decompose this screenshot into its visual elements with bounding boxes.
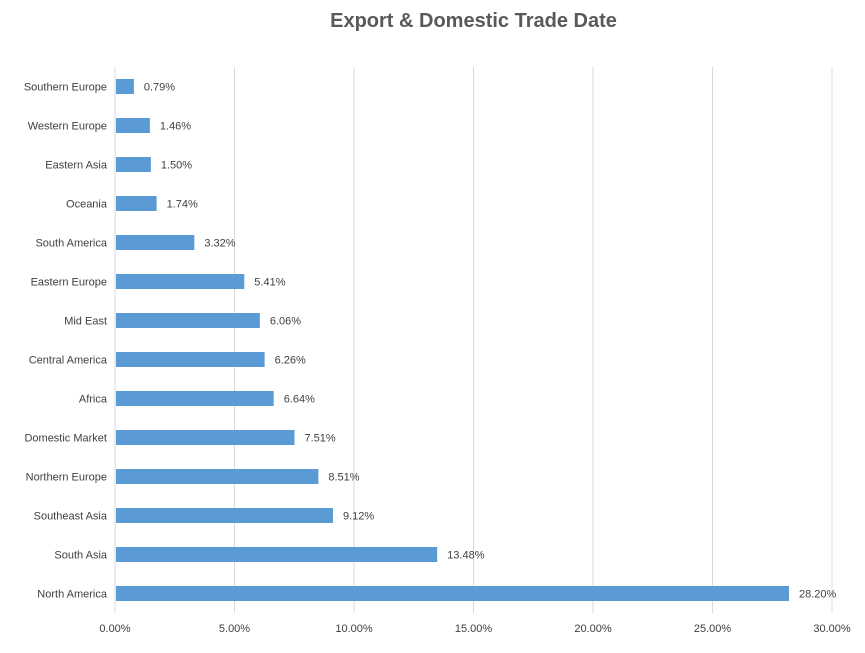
x-tick-label: 0.00% xyxy=(99,623,130,635)
data-label: 6.26% xyxy=(275,355,306,367)
category-label: South Asia xyxy=(54,550,107,562)
data-label: 1.46% xyxy=(160,121,191,133)
data-label: 3.32% xyxy=(204,238,235,250)
data-label: 1.74% xyxy=(167,199,198,211)
data-label: 5.41% xyxy=(254,277,285,289)
category-label: Northern Europe xyxy=(26,472,107,484)
bar xyxy=(116,274,245,289)
data-label: 13.48% xyxy=(447,550,485,562)
data-label: 0.79% xyxy=(144,82,175,94)
x-tick-label: 25.00% xyxy=(694,623,732,635)
category-label: North America xyxy=(37,589,108,601)
category-label: Western Europe xyxy=(28,121,107,133)
data-label: 8.51% xyxy=(328,472,359,484)
category-label: Eastern Asia xyxy=(45,160,108,172)
bar xyxy=(116,586,789,601)
data-label: 28.20% xyxy=(799,589,837,601)
category-label: Southern Europe xyxy=(24,82,107,94)
x-tick-label: 15.00% xyxy=(455,623,493,635)
category-label: Africa xyxy=(79,394,108,406)
data-label: 9.12% xyxy=(343,511,374,523)
bar xyxy=(116,196,157,211)
category-label: Oceania xyxy=(66,199,108,211)
bar xyxy=(116,79,134,94)
x-tick-label: 20.00% xyxy=(574,623,612,635)
bar xyxy=(116,469,319,484)
category-label: Southeast Asia xyxy=(34,511,108,523)
bar xyxy=(116,118,150,133)
bar xyxy=(116,547,438,562)
bar xyxy=(116,391,274,406)
category-label: Eastern Europe xyxy=(31,277,107,289)
data-label: 6.06% xyxy=(270,316,301,328)
category-label: Central America xyxy=(29,355,108,367)
category-label: South America xyxy=(35,238,107,250)
chart-title: Export & Domestic Trade Date xyxy=(330,10,617,32)
bar xyxy=(116,157,151,172)
category-label: Domestic Market xyxy=(24,433,107,445)
data-label: 1.50% xyxy=(161,160,192,172)
x-tick-label: 30.00% xyxy=(813,623,851,635)
x-tick-label: 5.00% xyxy=(219,623,250,635)
data-label: 6.64% xyxy=(284,394,315,406)
bar xyxy=(116,235,195,250)
bar xyxy=(116,313,260,328)
x-tick-label: 10.00% xyxy=(335,623,373,635)
bar xyxy=(116,352,265,367)
category-label: Mid East xyxy=(64,316,107,328)
bar xyxy=(116,430,295,445)
bar xyxy=(116,508,333,523)
data-label: 7.51% xyxy=(304,433,335,445)
